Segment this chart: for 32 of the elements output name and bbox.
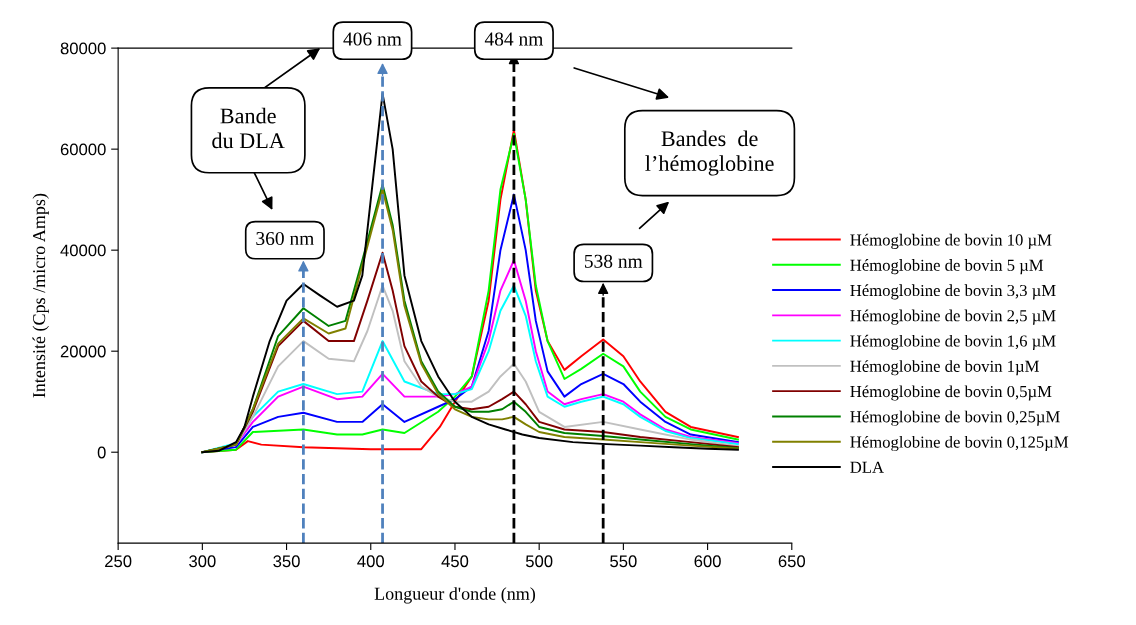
x-tick-label: 250 [105,555,132,568]
y-axis-title: Intensité (Cps /micro Amps) [32,193,49,398]
x-tick-label: 600 [694,555,721,568]
x-tick-label: 450 [441,555,469,568]
legend-label: Hémoglobine de bovin 3,3 µM [850,284,1056,300]
ref-line-label: 360 nm [256,231,315,246]
y-tick-label: 0 [97,446,106,459]
ref-line-label: 406 nm [343,32,402,46]
x-tick-label: 350 [273,555,300,568]
legend-label: Hémoglobine de bovin 2,5 µM [850,309,1056,325]
ref-line-label: 538 nm [584,254,643,268]
x-tick-label: 550 [610,555,637,568]
x-tick-label: 650 [778,555,806,568]
x-tick-label: 300 [189,555,216,568]
x-axis-title: Longueur d'onde (nm) [374,587,536,604]
legend-label: Hémoglobine de bovin 0,25µM [850,410,1060,426]
ref-line-label: 484 nm [484,32,544,46]
y-tick-label: 60000 [60,143,106,156]
legend-label: Hémoglobine de bovin 1,6 µM [850,334,1056,351]
legend-label: Hémoglobine de bovin 0,5µM [850,385,1052,401]
legend-label: DLA [850,461,884,473]
y-tick-label: 20000 [60,345,106,358]
legend-label: Hémoglobine de bovin 5 µM [850,259,1044,275]
legend-label: Hémoglobine de bovin 10 µM [850,233,1052,249]
x-tick-label: 500 [525,555,553,568]
annotation: Bandes de l’hémoglobine [645,130,774,176]
x-tick-label: 400 [357,555,385,568]
y-tick-label: 40000 [60,244,106,257]
annotation: Bande du DLA [212,107,285,149]
legend-label: Hémoglobine de bovin 1µM [850,360,1039,376]
legend-label: Hémoglobine de bovin 0,125µM [850,435,1069,452]
y-tick-label: 80000 [60,42,106,55]
